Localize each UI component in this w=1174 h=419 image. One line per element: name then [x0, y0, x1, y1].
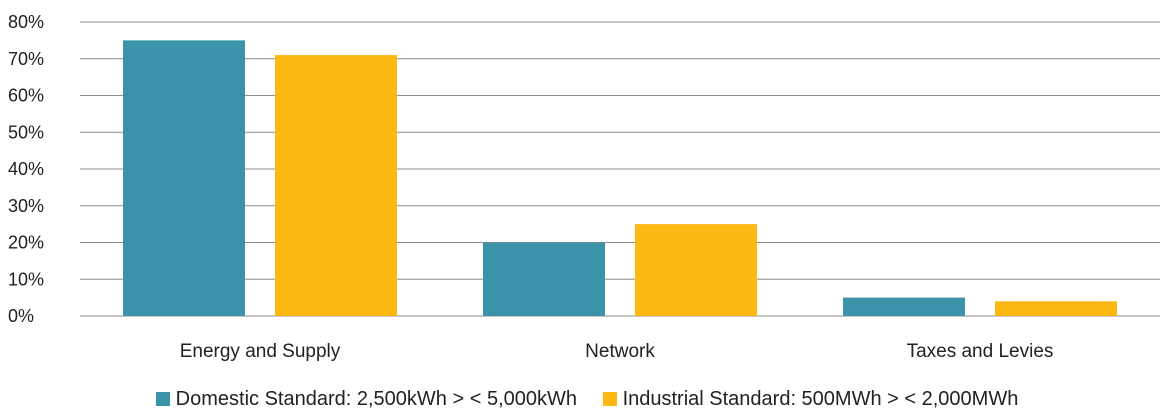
bar: [123, 40, 245, 316]
y-tick-label: 40%: [8, 159, 44, 179]
bar: [483, 242, 605, 316]
legend-label-domestic: Domestic Standard: 2,500kWh > < 5,000kWh: [175, 388, 577, 410]
x-axis-category-labels: Energy and Supply Network Taxes and Levies: [180, 341, 1054, 362]
x-category-label: Network: [585, 341, 655, 362]
bars: [123, 40, 1117, 316]
gridlines: [80, 21, 1160, 317]
y-tick-label: 70%: [8, 49, 44, 69]
y-tick-label: 0%: [8, 306, 34, 326]
legend-item-domestic: Domestic Standard: 2,500kWh > < 5,000kWh: [155, 388, 577, 411]
legend-label-industrial: Industrial Standard: 500MWh > < 2,000MWh: [622, 388, 1019, 410]
bar: [275, 55, 397, 316]
y-tick-label: 30%: [8, 196, 44, 216]
y-tick-label: 10%: [8, 269, 44, 289]
bar: [635, 224, 757, 316]
y-tick-label: 20%: [8, 233, 44, 253]
legend: Domestic Standard: 2,500kWh > < 5,000kWh…: [0, 388, 1174, 411]
bar: [843, 297, 965, 316]
y-axis-tick-labels: 0% 10% 20% 30% 40% 50% 60% 70% 80%: [8, 12, 44, 326]
x-category-label: Taxes and Levies: [907, 341, 1054, 362]
y-tick-label: 60%: [8, 86, 44, 106]
legend-swatch-industrial: [602, 392, 617, 406]
legend-swatch-domestic: [155, 392, 170, 406]
legend-item-industrial: Industrial Standard: 500MWh > < 2,000MWh: [602, 388, 1019, 411]
bar-chart: 0% 10% 20% 30% 40% 50% 60% 70% 80% Energy and Su…: [8, 12, 1160, 362]
y-tick-label: 80%: [8, 12, 44, 32]
y-tick-label: 50%: [8, 122, 44, 142]
bar: [995, 301, 1117, 316]
x-category-label: Energy and Supply: [180, 341, 341, 362]
